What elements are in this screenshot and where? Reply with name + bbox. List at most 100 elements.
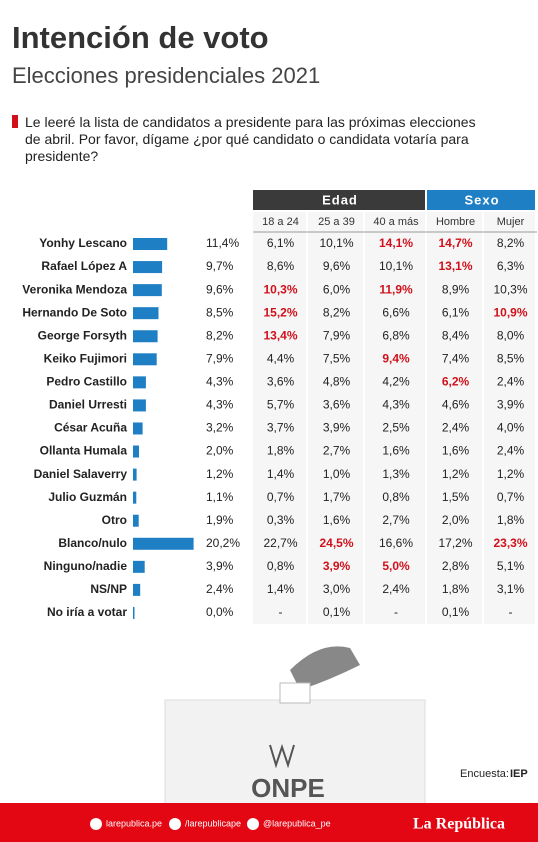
table-cell: 1,2% xyxy=(442,467,470,481)
table-cell: 10,3% xyxy=(493,282,527,296)
value-label: 8,5% xyxy=(206,305,234,319)
table-cell: 0,1% xyxy=(442,605,470,619)
bar xyxy=(133,376,146,389)
value-label: 3,9% xyxy=(206,559,234,573)
table-cell: 16,6% xyxy=(379,536,413,550)
table-cell: 5,7% xyxy=(267,398,295,412)
value-label: 20,2% xyxy=(206,536,240,550)
table-cell: 8,5% xyxy=(497,351,525,365)
table-cell: 2,4% xyxy=(442,421,470,435)
bar xyxy=(133,583,141,596)
candidate-name: Daniel Salaverry xyxy=(34,467,128,481)
candidate-name: Veronika Mendoza xyxy=(22,282,127,296)
column-bg xyxy=(484,212,535,624)
candidate-name: Ollanta Humala xyxy=(40,444,128,458)
column-bg xyxy=(427,212,482,624)
column-header: Hombre xyxy=(436,216,475,228)
group-title: Sexo xyxy=(464,192,499,207)
column-header: 25 a 39 xyxy=(318,216,355,228)
value-label: 1,9% xyxy=(206,513,234,527)
table-cell: 24,5% xyxy=(319,536,353,550)
table-cell: 1,6% xyxy=(323,513,351,527)
table-cell: 7,4% xyxy=(442,351,470,365)
column-bg xyxy=(365,212,425,624)
bar xyxy=(133,606,135,619)
table-cell: 1,0% xyxy=(323,467,351,481)
bar xyxy=(133,353,157,366)
table-cell: 5,0% xyxy=(382,559,410,573)
bar xyxy=(133,468,137,481)
value-label: 2,0% xyxy=(206,444,234,458)
bar xyxy=(133,514,139,527)
table-cell: 0,8% xyxy=(267,559,295,573)
table-cell: 9,6% xyxy=(323,259,351,273)
table-cell: 13,4% xyxy=(263,328,297,342)
source-label: Encuesta: xyxy=(460,768,509,780)
value-label: 4,3% xyxy=(206,375,234,389)
group-header xyxy=(253,190,425,210)
table-cell: 10,3% xyxy=(263,282,297,296)
bar xyxy=(133,445,139,458)
table-cell: 8,4% xyxy=(442,328,470,342)
footer-brand: La República xyxy=(413,816,505,833)
value-label: 7,9% xyxy=(206,351,234,365)
table-cell: 8,2% xyxy=(497,236,525,250)
table-cell: 2,4% xyxy=(497,444,525,458)
table-cell: 10,1% xyxy=(319,236,353,250)
value-label: 4,3% xyxy=(206,398,234,412)
group-header xyxy=(427,190,535,210)
value-label: 8,2% xyxy=(206,328,234,342)
value-label: 1,2% xyxy=(206,467,234,481)
table-cell: 14,7% xyxy=(438,236,472,250)
table-cell: 0,7% xyxy=(497,490,525,504)
table-cell: 8,6% xyxy=(267,259,295,273)
table-cell: 14,1% xyxy=(379,236,413,250)
table-cell: 13,1% xyxy=(438,259,472,273)
table-cell: 1,7% xyxy=(323,490,351,504)
table-cell: 6,1% xyxy=(442,305,470,319)
subtitle: Elecciones presidenciales 2021 xyxy=(12,63,321,88)
table-cell: 6,1% xyxy=(267,236,295,250)
table-cell: 4,4% xyxy=(267,351,295,365)
table-cell: 2,0% xyxy=(442,513,470,527)
candidate-name: César Acuña xyxy=(54,421,127,435)
value-label: 0,0% xyxy=(206,605,234,619)
table-cell: 7,9% xyxy=(323,328,351,342)
bar xyxy=(133,238,168,250)
footer-web: larepublica.pe xyxy=(106,818,162,828)
table-cell: 2,7% xyxy=(323,444,351,458)
candidate-name: Otro xyxy=(102,513,127,527)
bar xyxy=(133,330,158,343)
table-cell: 10,1% xyxy=(379,259,413,273)
title: Intención de voto xyxy=(12,20,269,55)
table-cell: 6,8% xyxy=(382,328,410,342)
candidate-name: Rafael López A xyxy=(41,259,127,273)
column-bg xyxy=(253,212,306,624)
source: IEP xyxy=(510,768,528,780)
column-bg xyxy=(308,212,363,624)
accent xyxy=(12,115,18,128)
table-cell: 2,8% xyxy=(442,559,470,573)
table-cell: 3,7% xyxy=(267,421,295,435)
bar xyxy=(133,537,194,550)
footer-bar xyxy=(0,803,538,842)
table-cell: 1,4% xyxy=(267,582,295,596)
table-cell: - xyxy=(394,605,398,619)
table-cell: 1,6% xyxy=(382,444,410,458)
box-label: ONPE xyxy=(251,773,325,803)
table-cell: 2,4% xyxy=(382,582,410,596)
bar xyxy=(133,284,162,297)
candidate-name: Yonhy Lescano xyxy=(39,236,127,250)
value-label: 9,7% xyxy=(206,259,234,273)
footer-facebook: /larepublicape xyxy=(185,818,241,828)
table-cell: 9,4% xyxy=(382,351,410,365)
candidate-name: No iría a votar xyxy=(47,605,127,619)
table-cell: 10,9% xyxy=(493,305,527,319)
table-cell: 0,7% xyxy=(267,490,295,504)
table-cell: 7,5% xyxy=(323,351,351,365)
table-cell: 1,8% xyxy=(267,444,295,458)
table-cell: 1,8% xyxy=(497,513,525,527)
table-cell: 8,0% xyxy=(497,328,525,342)
